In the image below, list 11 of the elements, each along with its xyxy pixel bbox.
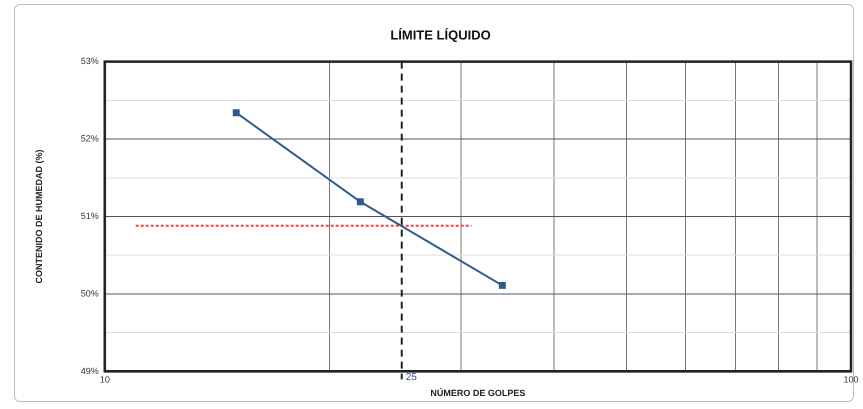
y-tick-label: 50% xyxy=(80,288,99,298)
x-axis-title: NÚMERO DE GOLPES xyxy=(430,388,526,398)
y-tick-label: 53% xyxy=(80,56,99,66)
y-tick-label: 52% xyxy=(80,134,99,144)
ref-line-label: 25 xyxy=(406,372,418,384)
x-tick-label: 10 xyxy=(100,374,110,384)
x-tick-label: 100 xyxy=(843,374,859,384)
chart-title: LÍMITE LÍQUIDO xyxy=(390,27,491,42)
y-tick-label: 51% xyxy=(80,210,99,221)
y-tick-label: 49% xyxy=(80,366,99,376)
y-axis-title: CONTENIDO DE HUMEDAD (%) xyxy=(34,150,44,284)
